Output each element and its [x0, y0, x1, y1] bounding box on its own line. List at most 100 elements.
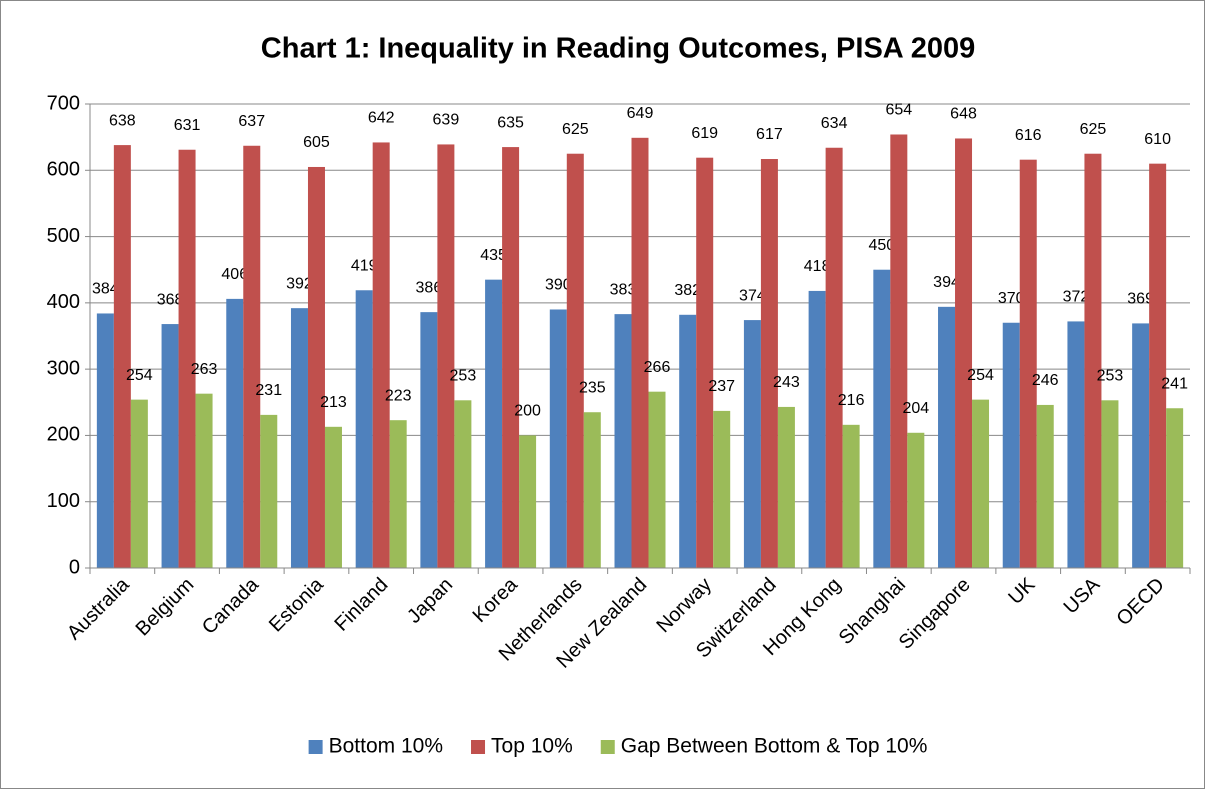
- y-tick-label: 600: [47, 159, 80, 181]
- data-label: 374: [739, 287, 766, 304]
- data-label: 372: [1063, 289, 1090, 306]
- data-label: 450: [868, 237, 895, 254]
- data-label: 649: [627, 105, 654, 122]
- bar: [290, 308, 308, 568]
- data-label: 635: [497, 114, 524, 131]
- data-label: 631: [174, 117, 201, 134]
- bar: [777, 406, 795, 568]
- bar: [907, 432, 925, 568]
- y-tick-label: 300: [47, 357, 80, 379]
- bar: [614, 314, 632, 568]
- data-label: 204: [902, 400, 929, 417]
- bar: [1019, 159, 1037, 568]
- bar: [873, 269, 891, 568]
- bar: [696, 157, 714, 569]
- legend-label: Bottom 10%: [329, 735, 443, 758]
- bar: [113, 145, 131, 568]
- data-label: 638: [109, 112, 136, 129]
- bar: [1002, 322, 1020, 568]
- bar: [842, 424, 860, 568]
- data-label: 254: [126, 367, 153, 384]
- legend-label: Gap Between Bottom & Top 10%: [621, 735, 928, 758]
- bar: [713, 410, 731, 568]
- bar: [519, 435, 537, 568]
- bar: [96, 313, 114, 568]
- data-label: 616: [1015, 127, 1042, 144]
- legend-item: Top 10%: [471, 735, 573, 758]
- data-label: 386: [416, 279, 443, 296]
- y-tick-label: 200: [47, 424, 80, 446]
- y-tick-label: 700: [47, 92, 80, 114]
- data-label: 266: [644, 359, 671, 376]
- bar: [389, 420, 407, 568]
- legend-label: Top 10%: [491, 735, 573, 758]
- bar: [808, 290, 826, 568]
- data-label: 368: [157, 291, 184, 308]
- bar: [260, 414, 278, 568]
- bar: [1132, 323, 1150, 568]
- data-label: 619: [691, 125, 718, 142]
- data-label: 637: [238, 113, 265, 130]
- data-label: 223: [385, 387, 412, 404]
- bar: [938, 306, 956, 568]
- bar: [243, 145, 261, 568]
- bar: [454, 400, 472, 568]
- data-label: 384: [92, 281, 119, 298]
- bar: [178, 149, 196, 569]
- bar: [679, 314, 697, 568]
- bar: [1101, 400, 1119, 568]
- data-label: 370: [998, 290, 1025, 307]
- bar: [743, 320, 761, 568]
- data-label: 642: [368, 110, 395, 127]
- bar: [502, 147, 520, 569]
- data-label: 625: [562, 121, 589, 138]
- data-label: 418: [804, 258, 831, 275]
- data-label: 254: [967, 367, 994, 384]
- legend-swatch: [308, 740, 323, 754]
- bar: [972, 399, 990, 568]
- data-label: 253: [1097, 368, 1124, 385]
- data-label: 200: [514, 403, 541, 420]
- data-label: 243: [773, 374, 800, 391]
- data-label: 648: [950, 106, 977, 123]
- bar: [437, 144, 455, 569]
- bar: [161, 324, 179, 568]
- data-label: 392: [286, 275, 313, 292]
- legend-item: Gap Between Bottom & Top 10%: [600, 735, 928, 758]
- data-label: 383: [610, 281, 637, 298]
- bar: [324, 426, 342, 568]
- data-label: 382: [674, 282, 701, 299]
- data-label: 241: [1161, 375, 1188, 392]
- bar: [1084, 153, 1102, 568]
- data-label: 369: [1127, 291, 1154, 308]
- data-label: 216: [838, 392, 865, 409]
- bar: [583, 412, 601, 568]
- bar: [485, 279, 503, 568]
- bar: [1149, 163, 1167, 568]
- bar: [955, 138, 973, 568]
- data-label: 639: [433, 112, 460, 129]
- y-tick-label: 500: [47, 225, 80, 247]
- bar: [1067, 321, 1085, 568]
- bar: [372, 142, 390, 568]
- bar: [825, 147, 843, 568]
- data-label: 263: [191, 361, 218, 378]
- data-label: 394: [933, 274, 960, 291]
- chart-title: Chart 1: Inequality in Reading Outcomes,…: [261, 33, 975, 65]
- bar: [1036, 404, 1054, 568]
- data-label: 213: [320, 394, 347, 411]
- bar: [355, 290, 373, 568]
- y-tick-label: 400: [47, 291, 80, 313]
- data-label: 605: [303, 134, 330, 151]
- y-tick-label: 100: [47, 490, 80, 512]
- data-label: 231: [255, 382, 282, 399]
- bar: [420, 312, 438, 568]
- data-label: 634: [821, 115, 848, 132]
- bar: [631, 137, 649, 568]
- data-label: 237: [708, 378, 735, 395]
- bar: [549, 309, 567, 568]
- data-label: 419: [351, 257, 378, 274]
- bar: [890, 134, 908, 568]
- data-label: 435: [480, 247, 507, 264]
